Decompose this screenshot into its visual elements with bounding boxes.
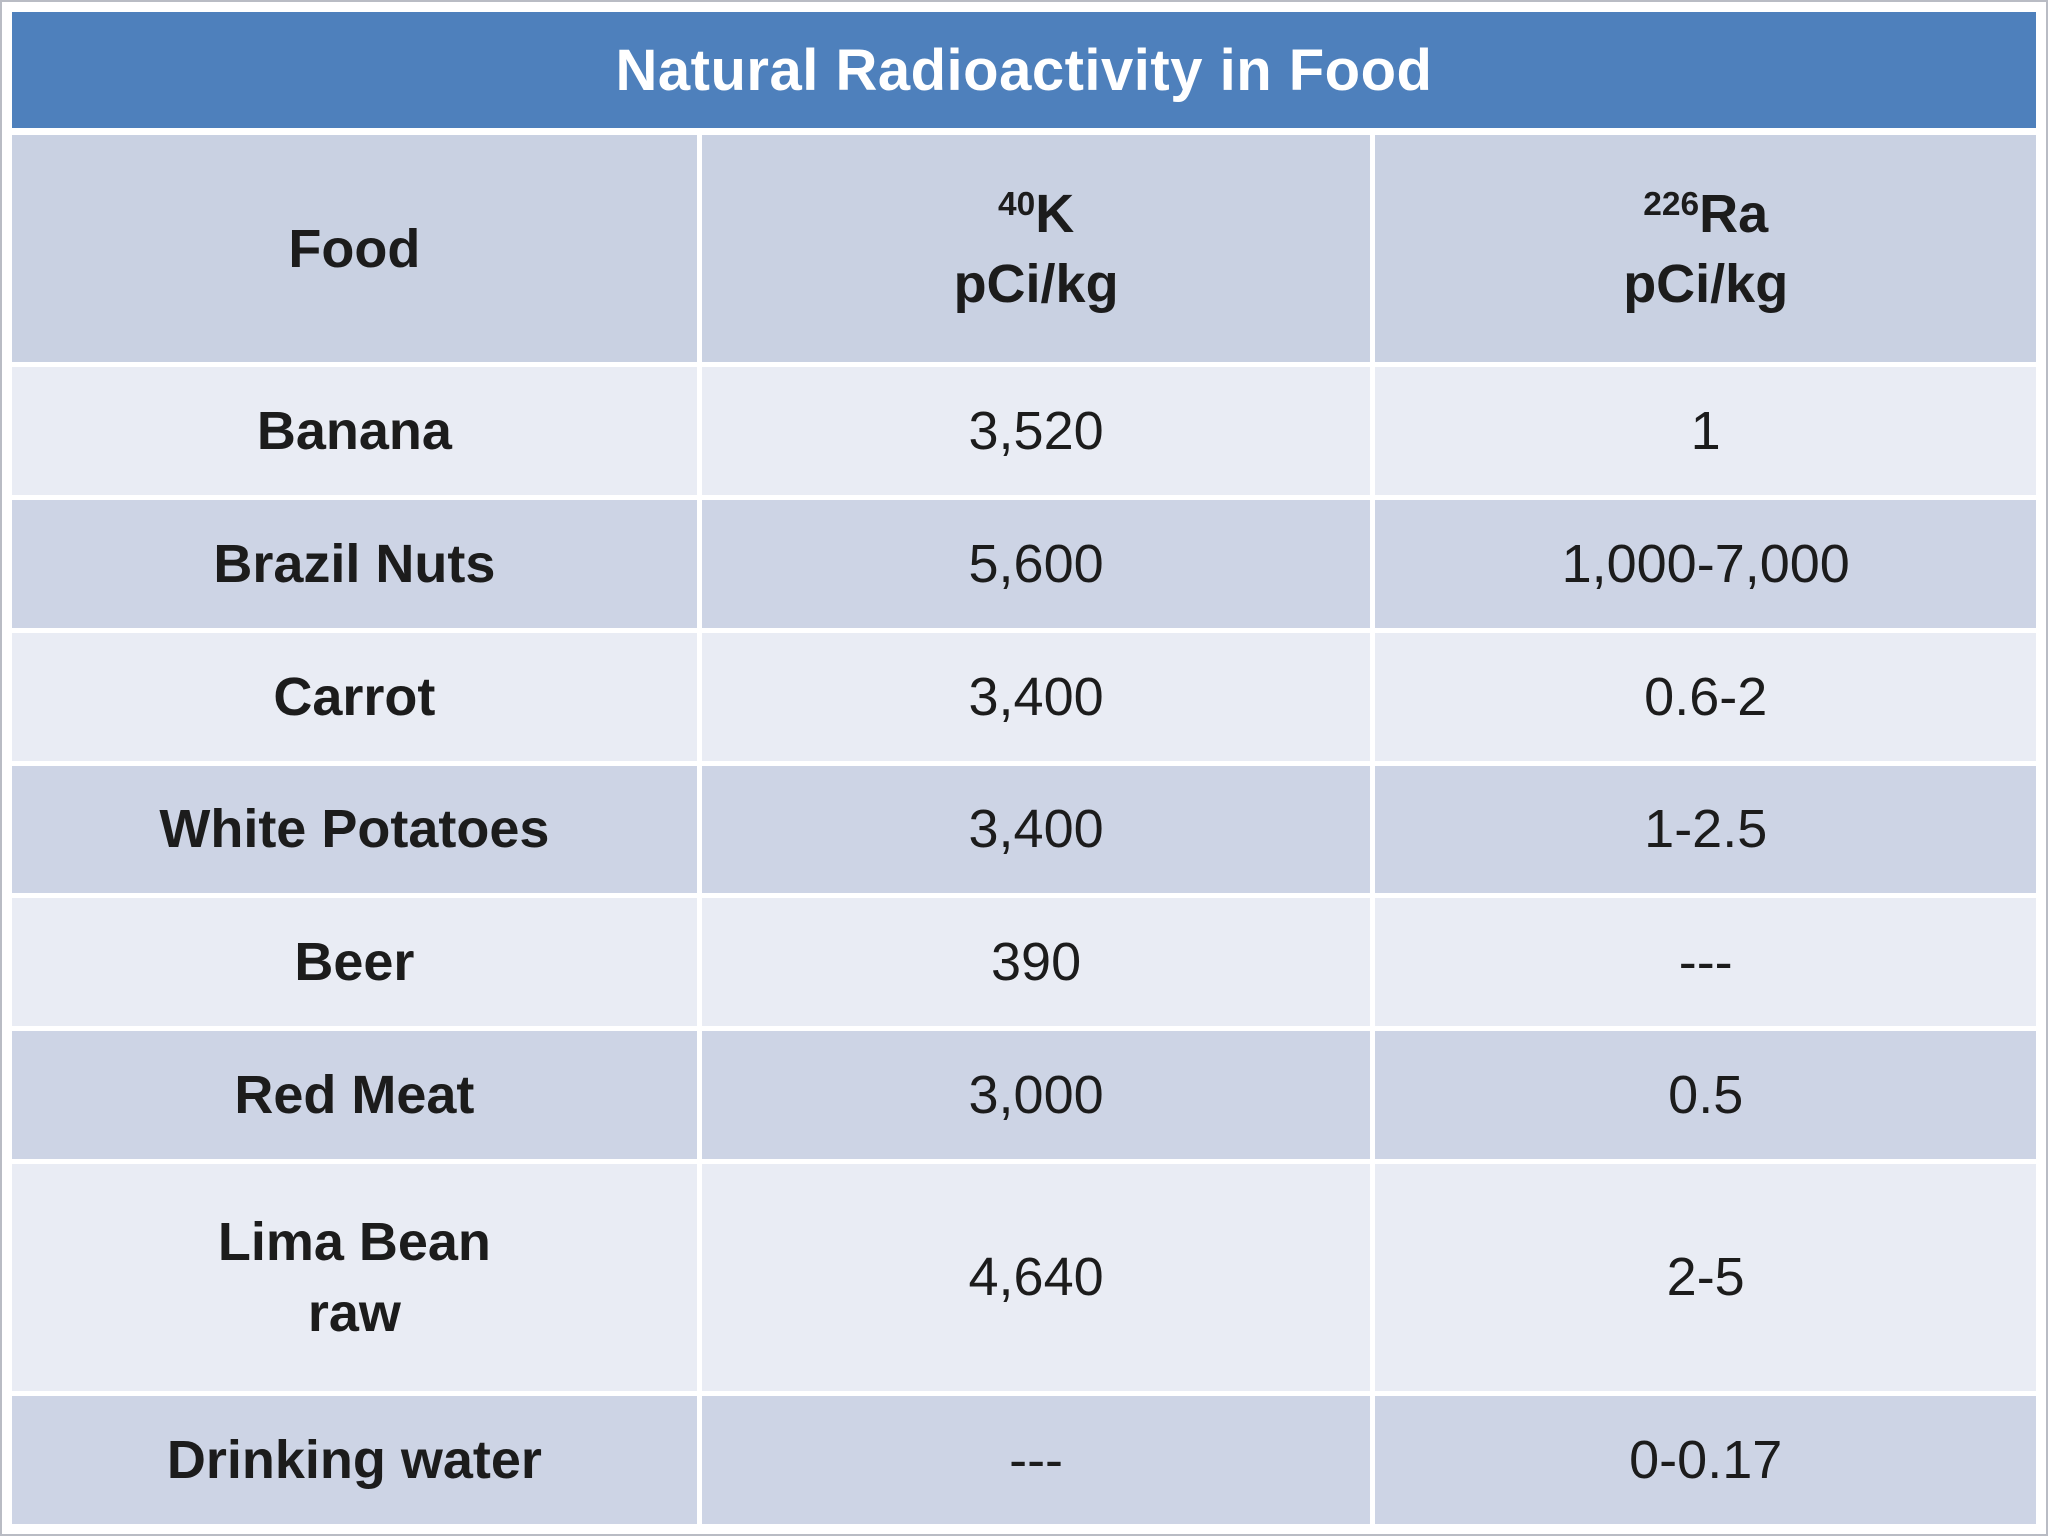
k40-value-cell: 390 xyxy=(701,898,1371,1027)
unit-label-ra226: pCi/kg xyxy=(1623,253,1789,314)
radioactivity-table: Food 40K pCi/kg 226Ra pCi/kg Banana 3,52… xyxy=(12,135,2036,1524)
food-name-cell: Beer xyxy=(12,898,697,1027)
column-header-ra226: 226Ra pCi/kg xyxy=(1375,135,2036,363)
k40-value-cell: --- xyxy=(701,1396,1371,1524)
food-name-cell: Carrot xyxy=(12,632,697,761)
food-name-cell: White Potatoes xyxy=(12,765,697,894)
food-name-cell: Brazil Nuts xyxy=(12,500,697,628)
column-header-food: Food xyxy=(12,135,697,363)
k40-value-cell: 4,640 xyxy=(701,1163,1371,1392)
ra226-value-cell: 2-5 xyxy=(1375,1163,2036,1392)
table-title-bar: Natural Radioactivity in Food xyxy=(12,12,2036,128)
ra226-value-cell: 1 xyxy=(1375,367,2036,496)
food-name-cell: Banana xyxy=(12,367,697,496)
page-title: Natural Radioactivity in Food xyxy=(615,37,1433,103)
food-name-cell: Red Meat xyxy=(12,1031,697,1159)
ra226-value-cell: --- xyxy=(1375,898,2036,1027)
ra226-value-cell: 1,000-7,000 xyxy=(1375,500,2036,628)
column-header-food-label: Food xyxy=(288,218,421,279)
isotope-ra226-label: 226Ra xyxy=(1643,183,1769,244)
k40-value-cell: 3,400 xyxy=(701,765,1371,894)
k40-value-cell: 3,520 xyxy=(701,367,1371,496)
column-header-k40: 40K pCi/kg xyxy=(701,135,1371,363)
ra226-value-cell: 0-0.17 xyxy=(1375,1396,2036,1524)
k40-value-cell: 3,400 xyxy=(701,632,1371,761)
ra226-value-cell: 0.6-2 xyxy=(1375,632,2036,761)
k40-value-cell: 5,600 xyxy=(701,500,1371,628)
ra226-value-cell: 1-2.5 xyxy=(1375,765,2036,894)
food-name-cell: Drinking water xyxy=(12,1396,697,1524)
ra226-value-cell: 0.5 xyxy=(1375,1031,2036,1159)
food-name-cell: Lima Bean raw xyxy=(12,1163,697,1392)
isotope-k40-label: 40K xyxy=(997,183,1075,244)
unit-label-k40: pCi/kg xyxy=(953,253,1119,314)
k40-value-cell: 3,000 xyxy=(701,1031,1371,1159)
